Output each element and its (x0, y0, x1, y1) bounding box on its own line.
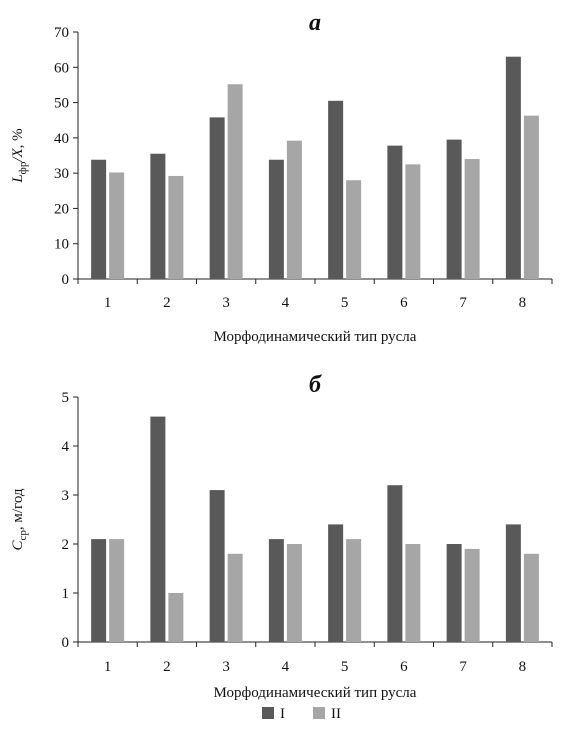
bar-series-I-cat-4 (268, 159, 284, 279)
bar-series-II-cat-8 (523, 115, 539, 280)
bar-series-I-cat-1 (91, 159, 107, 279)
bar-series-I-cat-8 (505, 56, 521, 280)
y-tick-label: 70 (54, 25, 69, 41)
bar-series-I-cat-5 (328, 524, 344, 642)
bar-series-II-cat-5 (346, 180, 362, 279)
y-axis-title-mid: /X (10, 148, 26, 163)
x-tick-label: 4 (282, 295, 290, 311)
x-tick-label: 8 (519, 295, 527, 311)
bar-series-II-cat-5 (346, 539, 362, 642)
y-axis-title: Cср, м/год (10, 488, 29, 550)
x-tick-label: 5 (341, 659, 349, 675)
bar-series-II-cat-4 (286, 544, 302, 642)
bar-series-II-cat-4 (286, 140, 302, 279)
bar-series-I-cat-8 (505, 524, 521, 642)
y-axis-title: Lфр/X, % (10, 128, 29, 183)
y-axis-title-main1: C (10, 540, 26, 551)
legend-swatch-II (313, 707, 325, 719)
y-tick-label: 0 (62, 272, 70, 288)
y-tick-label: 5 (62, 390, 70, 406)
bar-series-I-cat-5 (328, 100, 344, 279)
x-tick-label: 5 (341, 295, 349, 311)
y-axis-title-suffix: , м/год (10, 488, 26, 530)
x-tick-label: 7 (459, 659, 467, 675)
x-tick-label: 1 (104, 295, 112, 311)
bar-series-I-cat-1 (91, 539, 107, 642)
bar-series-I-cat-3 (209, 117, 225, 280)
y-axis-title-sub1: ср (17, 530, 29, 541)
y-tick-label: 10 (54, 237, 69, 253)
bar-series-II-cat-7 (464, 548, 480, 642)
x-tick-label: 2 (163, 295, 171, 311)
bar-series-II-cat-8 (523, 553, 539, 642)
bar-series-II-cat-6 (405, 544, 421, 642)
bar-series-II-cat-2 (168, 593, 184, 642)
x-tick-label: 7 (459, 295, 467, 311)
x-tick-label: 4 (282, 659, 290, 675)
x-tick-label: 3 (222, 659, 230, 675)
y-tick-label: 0 (62, 635, 70, 651)
x-tick-label: 6 (400, 659, 408, 675)
x-axis-title: Морфодинамический тип русла (214, 329, 417, 345)
y-tick-label: 3 (62, 488, 70, 504)
bar-series-I-cat-6 (387, 485, 403, 642)
y-tick-label: 2 (62, 537, 70, 553)
y-tick-label: 50 (54, 96, 69, 112)
bar-series-I-cat-2 (150, 153, 166, 279)
y-axis-title-suffix: , % (10, 128, 26, 148)
bar-series-II-cat-3 (227, 553, 243, 642)
y-tick-label: 30 (54, 166, 69, 182)
bar-series-II-cat-1 (109, 172, 125, 279)
bar-series-I-cat-4 (268, 539, 284, 642)
panel-label: б (309, 372, 322, 398)
y-tick-label: 1 (62, 586, 70, 602)
bar-series-I-cat-7 (446, 139, 462, 279)
bar-series-I-cat-6 (387, 145, 403, 279)
bar-series-II-cat-3 (227, 84, 243, 279)
x-tick-label: 6 (400, 295, 408, 311)
bar-series-I-cat-3 (209, 490, 225, 642)
x-tick-label: 3 (222, 295, 230, 311)
panel-label: a (309, 10, 321, 36)
y-axis-title-main1: L (10, 174, 26, 183)
bar-series-II-cat-2 (168, 175, 184, 279)
y-tick-label: 20 (54, 201, 69, 217)
x-axis-title: Морфодинамический тип русла (214, 685, 417, 701)
bar-series-II-cat-1 (109, 539, 125, 642)
y-axis-title-sub1: фр (17, 161, 29, 174)
bar-series-II-cat-7 (464, 159, 480, 279)
legend-label-I: I (280, 706, 285, 722)
bar-series-I-cat-7 (446, 544, 462, 642)
y-tick-label: 4 (62, 439, 70, 455)
y-tick-label: 40 (54, 131, 69, 147)
y-tick-label: 60 (54, 60, 69, 76)
bar-series-II-cat-6 (405, 164, 421, 279)
legend-swatch-I (262, 707, 274, 719)
x-tick-label: 8 (519, 659, 527, 675)
x-tick-label: 2 (163, 659, 171, 675)
bar-series-I-cat-2 (150, 416, 166, 642)
legend-label-II: II (331, 706, 341, 722)
x-tick-label: 1 (104, 659, 112, 675)
